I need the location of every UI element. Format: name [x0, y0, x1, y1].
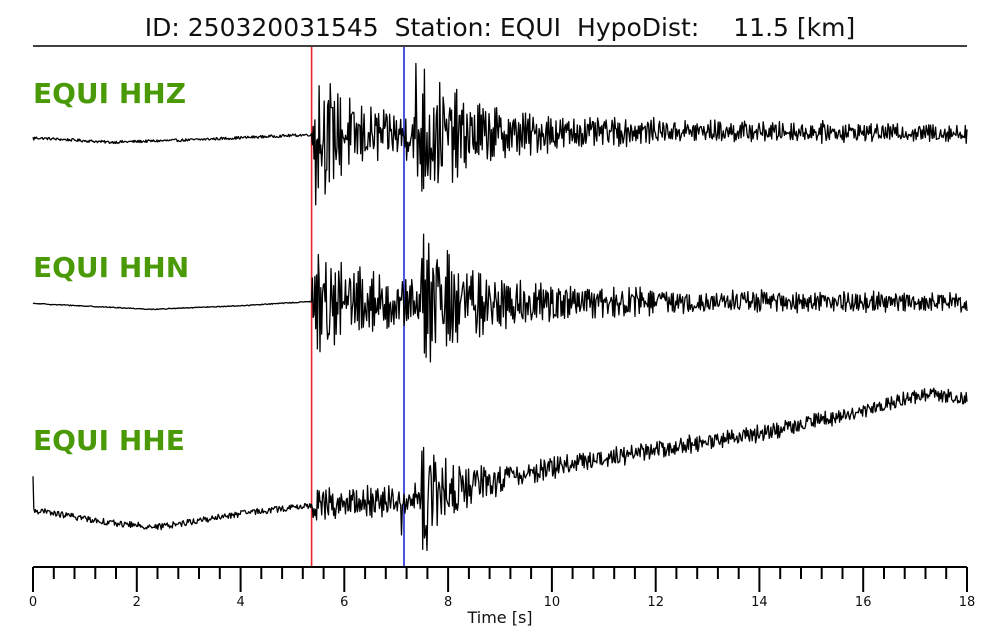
channel-label-equi-hhe: EQUI HHE	[33, 424, 185, 457]
x-tick-label: 6	[340, 595, 348, 610]
x-tick-label: 18	[959, 595, 976, 610]
x-tick-label: 2	[133, 595, 141, 610]
trace-equi-hhe	[32, 387, 968, 552]
x-axis-label: Time [s]	[466, 608, 532, 627]
x-tick-label: 14	[751, 595, 768, 610]
title-hypodist-label: HypoDist:	[577, 13, 699, 42]
x-tick-label: 4	[236, 595, 244, 610]
trace-equi-hhz	[32, 62, 968, 206]
waveform-traces	[32, 62, 968, 552]
x-tick-label: 8	[444, 595, 452, 610]
x-tick-label: 0	[29, 595, 37, 610]
trace-equi-hhn	[32, 233, 968, 363]
figure-title: ID: 250320031545 Station: EQUI HypoDist: 11…	[145, 13, 855, 42]
x-tick-label: 12	[647, 595, 664, 610]
title-hypodist-value: 11.5 [km]	[733, 13, 855, 42]
x-tick-label: 10	[544, 595, 561, 610]
title-event-id: ID: 250320031545	[145, 13, 379, 42]
channel-labels: EQUI HHZ EQUI HHN EQUI HHE	[33, 77, 189, 457]
channel-label-equi-hhz: EQUI HHZ	[33, 77, 186, 110]
title-station: Station: EQUI	[395, 13, 561, 42]
x-tick-label: 16	[855, 595, 872, 610]
channel-label-equi-hhn: EQUI HHN	[33, 251, 189, 284]
time-axis: 0 2 4 6 8 10 12 14 16 18	[29, 566, 976, 610]
